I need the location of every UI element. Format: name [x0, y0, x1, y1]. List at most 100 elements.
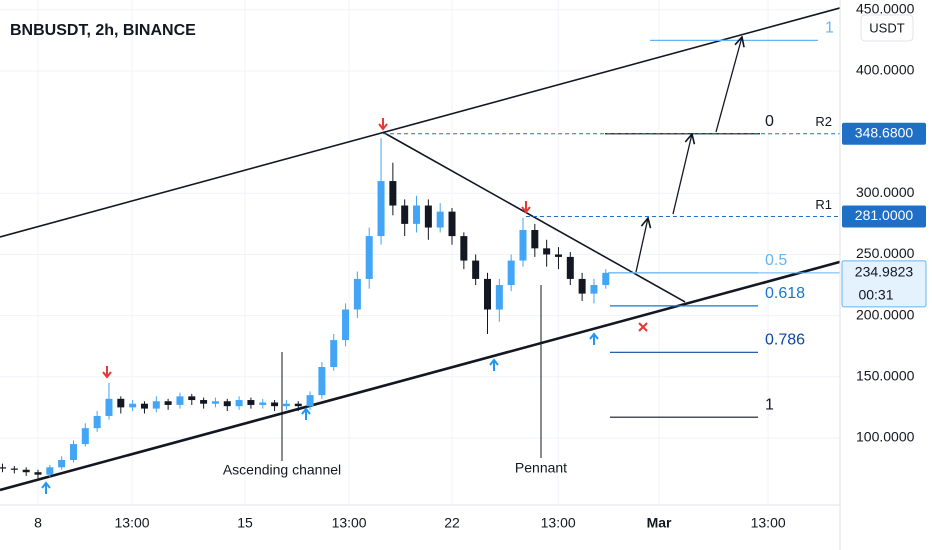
- y-tick-label: 400.0000: [856, 62, 915, 78]
- level-name: R2: [815, 114, 832, 129]
- candle-body: [259, 402, 267, 405]
- down-signal: [521, 201, 531, 214]
- candle-body: [223, 401, 231, 407]
- projection-arrow: [672, 134, 692, 215]
- annotation: Pennant: [515, 460, 567, 476]
- trendline: [0, 260, 841, 492]
- candle-body: [271, 402, 279, 407]
- candle-body: [495, 285, 503, 310]
- fib-label: 0.786: [765, 332, 805, 349]
- candle-body: [282, 403, 290, 407]
- drawings: 1 0 0.5 0.618 0.786 1 R2 R1: [0, 7, 841, 492]
- candle-body: [34, 472, 42, 475]
- candle-body: [342, 309, 350, 341]
- candle-body: [330, 340, 338, 368]
- candle-body: [140, 403, 148, 409]
- fib-label: 0: [765, 113, 774, 130]
- candle-body: [401, 205, 409, 224]
- currency: USDT: [869, 20, 904, 35]
- candle-body: [507, 260, 515, 286]
- x-tick-label: 8: [34, 515, 42, 531]
- down-signal: [102, 366, 112, 379]
- candle-body: [436, 211, 444, 228]
- candle-body: [200, 400, 208, 404]
- projection-arrow: [635, 218, 648, 273]
- fib-label: 0.618: [765, 285, 805, 302]
- candle-body: [93, 415, 101, 429]
- countdown: 00:31: [858, 287, 893, 303]
- price-tag-label: 281.0000: [855, 207, 914, 223]
- down-signal: [378, 118, 388, 131]
- candle-body: [424, 205, 432, 228]
- x-tick-label: 13:00: [751, 515, 786, 531]
- candle-body: [22, 469, 30, 473]
- candle-body: [164, 401, 172, 405]
- candle-body: [129, 403, 137, 408]
- grid: [0, 0, 840, 505]
- candle-body: [188, 396, 196, 401]
- candle-body: [58, 459, 66, 468]
- y-tick-label: 200.0000: [856, 306, 915, 322]
- up-signal: [301, 407, 311, 420]
- up-signal: [489, 358, 499, 371]
- trendline: [0, 7, 841, 238]
- x-tick-label: 22: [444, 515, 460, 531]
- price-tags: 348.6800 281.0000 234.9823 00:31: [841, 122, 927, 308]
- currency-box[interactable]: [860, 14, 914, 42]
- candle-body: [294, 403, 302, 407]
- y-tick-label: 100.0000: [856, 429, 915, 445]
- candle-body: [247, 400, 255, 405]
- candle-body: [176, 396, 184, 405]
- x-tick-label: 13:00: [332, 515, 367, 531]
- candle-body: [46, 467, 54, 475]
- candle-body: [117, 398, 125, 408]
- candle-body: [353, 278, 361, 310]
- x-tick-label: 15: [237, 515, 253, 531]
- y-tick-label: 300.0000: [856, 184, 915, 200]
- candle-body: [531, 229, 539, 249]
- candle-body: [519, 229, 527, 261]
- price-tag: [842, 205, 926, 228]
- decorations: [41, 37, 742, 494]
- candle-body: [472, 260, 480, 279]
- candle-body: [543, 248, 551, 255]
- candle-body: [590, 285, 598, 294]
- last-price-tag: [841, 260, 927, 308]
- x-tick-label: Mar: [647, 515, 672, 531]
- candle-body: [318, 367, 326, 396]
- candle-body: [413, 205, 421, 224]
- candle-body: [235, 400, 243, 407]
- trendline: [382, 131, 686, 303]
- candle-body: [365, 236, 373, 279]
- candles: [0, 138, 610, 479]
- y-tick-label: 150.0000: [856, 367, 915, 383]
- chart-title: BNBUSDT, 2h, BINANCE: [10, 22, 196, 39]
- candle-body: [460, 236, 468, 261]
- candle-body: [105, 398, 113, 416]
- price-tag-label: 348.6800: [855, 124, 914, 140]
- candle-body: [152, 401, 160, 409]
- last-price-label: 234.9823: [855, 264, 914, 280]
- y-tick-label: 250.0000: [856, 245, 915, 261]
- level-name: R1: [815, 197, 832, 212]
- candle-body: [81, 428, 89, 445]
- candle-body: [211, 401, 219, 404]
- x-tick-label: 13:00: [541, 515, 576, 531]
- candle-body: [306, 395, 314, 407]
- fib-label: 0.5: [765, 252, 787, 269]
- candle-body: [377, 181, 385, 237]
- candle-body: [578, 278, 586, 294]
- candle-body: [554, 254, 562, 257]
- invalid-mark: [638, 322, 648, 332]
- candle-body: [10, 468, 18, 470]
- axes: 100.0000 150.0000 200.0000 250.0000 300.0000…: [34, 0, 915, 530]
- candle-body: [448, 211, 456, 237]
- candle-body: [389, 181, 397, 206]
- price-tag: [842, 122, 926, 145]
- x-tick-label: 13:00: [115, 515, 150, 531]
- candle-body: [69, 444, 77, 460]
- y-tick-label: 450.0000: [856, 0, 915, 16]
- candle-body: [566, 256, 574, 279]
